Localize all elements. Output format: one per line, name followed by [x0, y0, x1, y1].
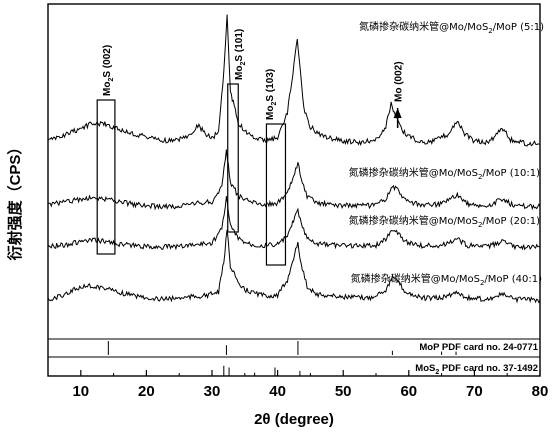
annotation-label: Mo (002)	[394, 61, 405, 102]
x-tick-label: 70	[466, 383, 483, 400]
reference-card-label: MoS2 PDF card no. 37-1492	[415, 363, 538, 376]
x-tick-label: 80	[532, 383, 549, 400]
curves-layer	[48, 15, 540, 303]
highlight-box	[228, 84, 238, 232]
label-part: Mo	[265, 106, 276, 120]
highlight-boxes-layer: Mo2S (002) Mo2S (101) Mo2S (103)	[97, 29, 285, 265]
highlight-box-label: Mo2S (101)	[234, 29, 247, 80]
label-part: /MoP (20:1)	[482, 216, 540, 227]
x-axis-title: 2θ (degree)	[254, 411, 334, 428]
series-label: 氮磷掺杂碳纳米管@Mo/MoS2/MoP (20:1)	[349, 214, 540, 229]
label-part: MoS	[415, 363, 435, 374]
highlight-box-label: Mo2S (103)	[265, 69, 278, 120]
label-part: 氮磷掺杂碳纳米管@Mo/MoS	[359, 20, 488, 33]
label-part: 氮磷掺杂碳纳米管@Mo/MoS	[349, 166, 478, 179]
label-part: S (002)	[102, 45, 113, 78]
label-part: S (103)	[265, 69, 276, 102]
label-part: /MoP (5:1)	[493, 22, 544, 33]
label-part: /MoP (40:1)	[484, 274, 542, 285]
series-label: 氮磷掺杂碳纳米管@Mo/MoS2/MoP (10:1)	[349, 166, 540, 181]
x-tick-label: 50	[335, 383, 352, 400]
x-tick-label: 40	[269, 383, 286, 400]
label-part: 氮磷掺杂碳纳米管@Mo/MoS	[349, 214, 478, 227]
series-line	[48, 230, 540, 303]
label-part: S (101)	[234, 29, 245, 62]
label-part: PDF card no. 37-1492	[439, 363, 538, 374]
y-axis-title: 衍射强度（CPS）	[6, 140, 24, 262]
label-part: 氮磷掺杂碳纳米管@Mo/MoS	[351, 272, 480, 285]
x-tick-label: 60	[400, 383, 417, 400]
highlight-box-label: Mo2S (002)	[102, 45, 115, 96]
reference-card-label: MoP PDF card no. 24-0771	[419, 342, 538, 353]
x-axis: 10 20 30 40 50 60 70 80	[48, 370, 548, 400]
x-tick-label: 10	[72, 383, 89, 400]
label-part: /MoP (10:1)	[482, 168, 540, 179]
label-part: MoP PDF card no. 24-0771	[419, 342, 538, 353]
x-tick-label: 30	[204, 383, 221, 400]
x-tick-label: 20	[138, 383, 155, 400]
reference-cards-layer: MoP PDF card no. 24-0771 MoS2 PDF card no…	[48, 339, 540, 376]
label-part: Mo	[234, 66, 245, 80]
series-line	[48, 15, 540, 147]
series-line	[48, 150, 540, 209]
series-label: 氮磷掺杂碳纳米管@Mo/MoS2/MoP (40:1)	[351, 272, 542, 287]
series-label: 氮磷掺杂碳纳米管@Mo/MoS2/MoP (5:1)	[359, 20, 544, 35]
label-part: Mo	[102, 82, 113, 96]
